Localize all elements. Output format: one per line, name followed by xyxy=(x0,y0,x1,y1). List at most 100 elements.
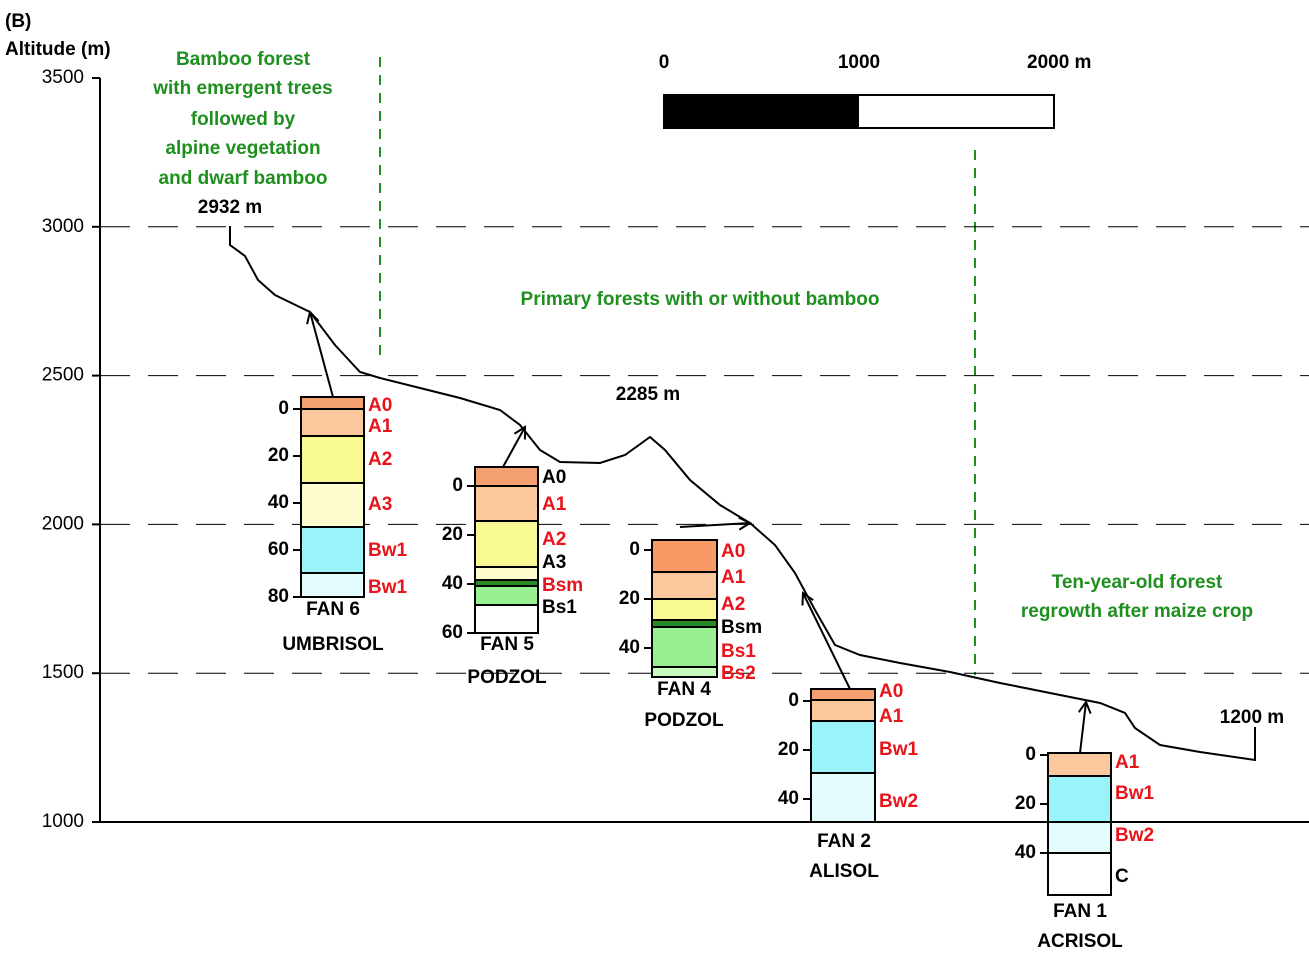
horizon-label: A0 xyxy=(542,467,566,488)
depth-tick-label: 40 xyxy=(619,637,640,658)
profile-name: FAN 5 xyxy=(480,634,534,655)
soil-type: UMBRISOL xyxy=(282,634,384,655)
horizon-label: A0 xyxy=(879,681,903,702)
horizon-label: A3 xyxy=(368,494,392,515)
horizon-label: Bw1 xyxy=(368,577,408,598)
y-tick-label: 3500 xyxy=(42,67,84,88)
horizon-label: A1 xyxy=(879,706,904,727)
zone-label: with emergent trees xyxy=(152,78,333,99)
terrain-profile xyxy=(229,226,1256,762)
location-arrow xyxy=(310,312,334,398)
horizon-label: A3 xyxy=(542,552,566,573)
soil-horizon xyxy=(300,435,365,484)
horizon-label: A2 xyxy=(721,594,745,615)
zone-label: and dwarf bamboo xyxy=(159,168,328,189)
zone-label: Ten-year-old forest xyxy=(1052,572,1223,593)
soil-horizon xyxy=(474,520,539,568)
soil-horizon xyxy=(474,466,539,487)
soil-horizon xyxy=(1047,752,1112,777)
horizon-label: A0 xyxy=(368,395,392,416)
location-arrow xyxy=(502,427,525,468)
soil-horizon xyxy=(474,604,539,634)
scale-label: 2000 m xyxy=(1027,52,1091,73)
y-axis-label: Altitude (m) xyxy=(5,39,111,60)
soil-type: PODZOL xyxy=(644,710,724,731)
soil-horizon xyxy=(1047,821,1112,854)
scale-label: 1000 xyxy=(838,52,880,73)
zone-label: regrowth after maize crop xyxy=(1021,601,1253,622)
soil-horizon xyxy=(300,408,365,437)
zone-label: Bamboo forest xyxy=(176,49,311,70)
scale-bar-fill xyxy=(664,95,859,128)
elevation-label: 2285 m xyxy=(616,384,680,405)
zone-label: alpine vegetation xyxy=(165,138,320,159)
depth-tick-label: 20 xyxy=(778,739,799,760)
soil-horizon xyxy=(651,666,718,678)
soil-horizon xyxy=(651,619,718,628)
horizon-label: Bsm xyxy=(542,575,583,596)
soil-horizon xyxy=(474,585,539,606)
y-tick-label: 2000 xyxy=(42,513,84,534)
y-tick-label: 1000 xyxy=(42,811,84,832)
soil-horizon xyxy=(651,598,718,621)
soil-type: ALISOL xyxy=(809,861,879,882)
location-arrow xyxy=(679,523,750,527)
horizon-label: Bs2 xyxy=(721,663,756,684)
horizon-label: A0 xyxy=(721,541,745,562)
depth-tick-label: 0 xyxy=(629,539,640,560)
horizon-label: Bw2 xyxy=(1115,825,1154,846)
elevation-label: 2932 m xyxy=(198,197,262,218)
zone-label: Primary forests with or without bamboo xyxy=(521,289,880,310)
horizon-label: A2 xyxy=(542,529,566,550)
horizon-label: Bw2 xyxy=(879,791,918,812)
depth-tick-label: 0 xyxy=(788,690,799,711)
scale-label: 0 xyxy=(659,52,670,73)
soil-horizon xyxy=(300,396,365,410)
profile-name: FAN 2 xyxy=(817,831,871,852)
location-arrow xyxy=(1080,702,1086,754)
depth-tick-label: 20 xyxy=(268,445,289,466)
soil-horizon xyxy=(1047,775,1112,823)
y-tick-label: 2500 xyxy=(42,365,84,386)
horizon-label: Bw1 xyxy=(368,540,408,561)
soil-horizon xyxy=(1047,852,1112,896)
depth-tick-label: 80 xyxy=(268,586,289,607)
horizon-label: A1 xyxy=(721,567,746,588)
profile-name: FAN 6 xyxy=(306,599,360,620)
soil-horizon xyxy=(810,688,876,701)
profile-name: FAN 4 xyxy=(657,679,711,700)
soil-horizon xyxy=(300,526,365,574)
soil-horizon xyxy=(474,566,539,581)
depth-tick-label: 60 xyxy=(268,539,289,560)
soil-type: ACRISOL xyxy=(1037,931,1123,952)
horizon-label: A1 xyxy=(1115,752,1140,773)
soil-horizon xyxy=(810,720,876,774)
depth-tick-label: 20 xyxy=(619,588,640,609)
soil-horizon xyxy=(651,571,718,600)
panel-label: (B) xyxy=(5,11,31,32)
depth-tick-label: 0 xyxy=(278,398,289,419)
profile-name: FAN 1 xyxy=(1053,901,1107,922)
y-tick-label: 3000 xyxy=(42,216,84,237)
horizon-label: A2 xyxy=(368,449,392,470)
soil-horizon xyxy=(474,485,539,522)
depth-tick-label: 0 xyxy=(452,475,463,496)
zone-label: followed by xyxy=(191,109,296,130)
depth-tick-label: 20 xyxy=(442,524,463,545)
depth-tick-label: 0 xyxy=(1025,744,1036,765)
depth-tick-label: 60 xyxy=(442,622,463,643)
horizon-label: Bs1 xyxy=(721,641,756,662)
soil-horizon xyxy=(810,699,876,722)
soil-horizon xyxy=(651,626,718,668)
soil-type: PODZOL xyxy=(467,667,547,688)
depth-tick-label: 40 xyxy=(268,492,289,513)
horizon-label: A1 xyxy=(542,494,567,515)
elevation-label: 1200 m xyxy=(1220,707,1284,728)
soil-horizon xyxy=(300,482,365,528)
horizon-label: Bs1 xyxy=(542,597,577,618)
horizon-label: Bw1 xyxy=(879,739,919,760)
depth-tick-label: 40 xyxy=(442,573,463,594)
horizon-label: Bsm xyxy=(721,617,762,638)
location-arrow xyxy=(803,593,851,690)
